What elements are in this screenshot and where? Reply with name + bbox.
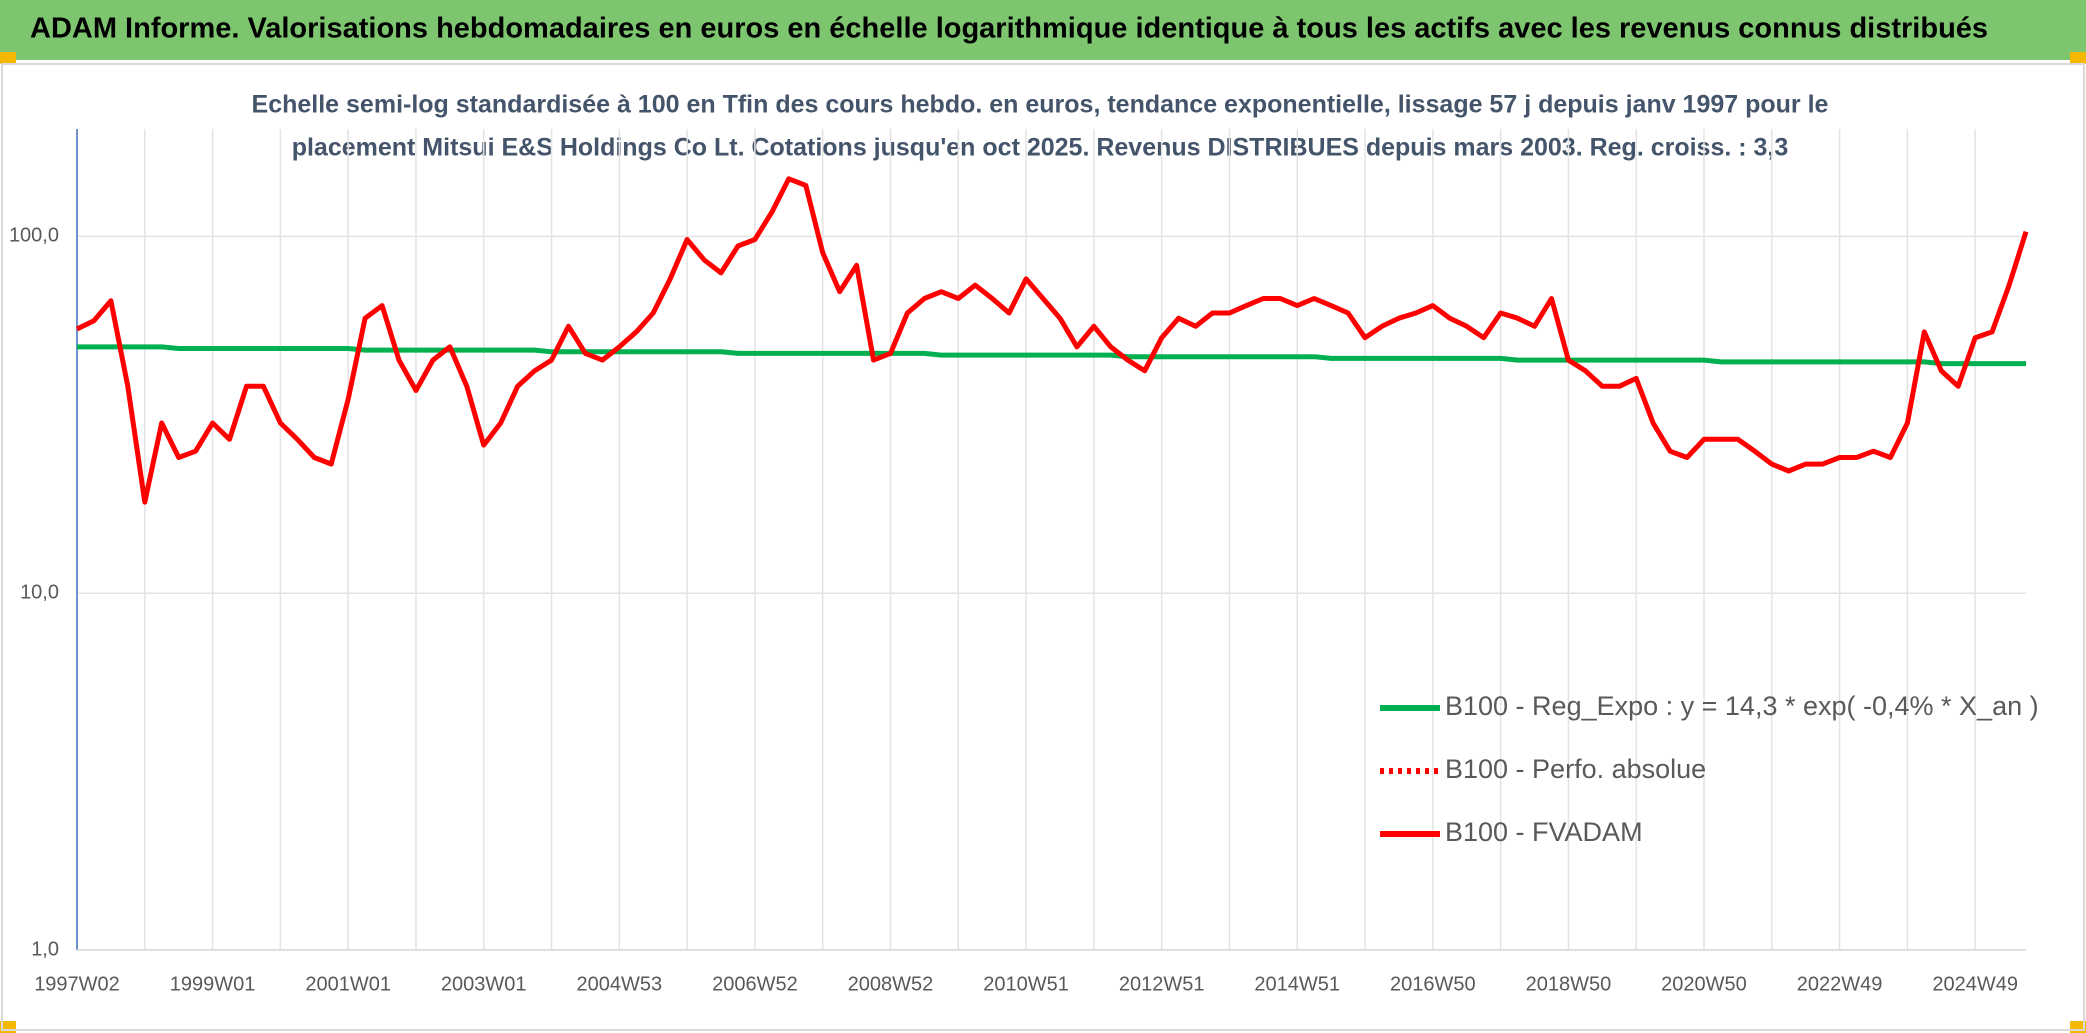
x-tick-label: 1997W02 [34,973,120,995]
chart-subtitle: Echelle semi-log standardisée à 100 en T… [252,91,1829,119]
y-tick-label: 10,0 [20,581,59,603]
y-tick-label: 1,0 [31,938,59,960]
header-band [0,0,2086,60]
x-tick-label: 2006W52 [712,973,798,995]
x-tick-label: 2008W52 [848,973,934,995]
series-line [75,176,2029,505]
x-tick-label: 1999W01 [170,973,256,995]
x-tick-label: 2018W50 [1526,973,1612,995]
x-tick-label: 2020W50 [1661,973,1747,995]
x-tick-label: 2016W50 [1390,973,1476,995]
x-tick-label: 2003W01 [441,973,527,995]
legend-label: B100 - Reg_Expo : y = 14,3 * exp( -0,4% … [1445,691,2039,721]
y-tick-label: 100,0 [9,225,59,247]
legend-label: B100 - FVADAM [1445,817,1643,847]
x-tick-label: 2024W49 [1932,973,2018,995]
x-tick-label: 2014W51 [1254,973,1340,995]
chart-title: ADAM Informe. Valorisations hebdomadaire… [30,13,1988,45]
x-tick-label: 2012W51 [1119,973,1205,995]
frame [1,63,2085,1031]
chart-subtitle: placement Mitsui E&S Holdings Co Lt. Cot… [292,134,1789,162]
x-tick-label: 2010W51 [983,973,1069,995]
series-line [77,344,2026,367]
corner [0,52,16,64]
corner [2070,52,2086,64]
series-line [76,176,2028,505]
x-tick-label: 2001W01 [305,973,391,995]
x-tick-label: 2004W53 [577,973,663,995]
legend-label: B100 - Perfo. absolue [1445,754,1706,784]
x-tick-label: 2022W49 [1797,973,1883,995]
